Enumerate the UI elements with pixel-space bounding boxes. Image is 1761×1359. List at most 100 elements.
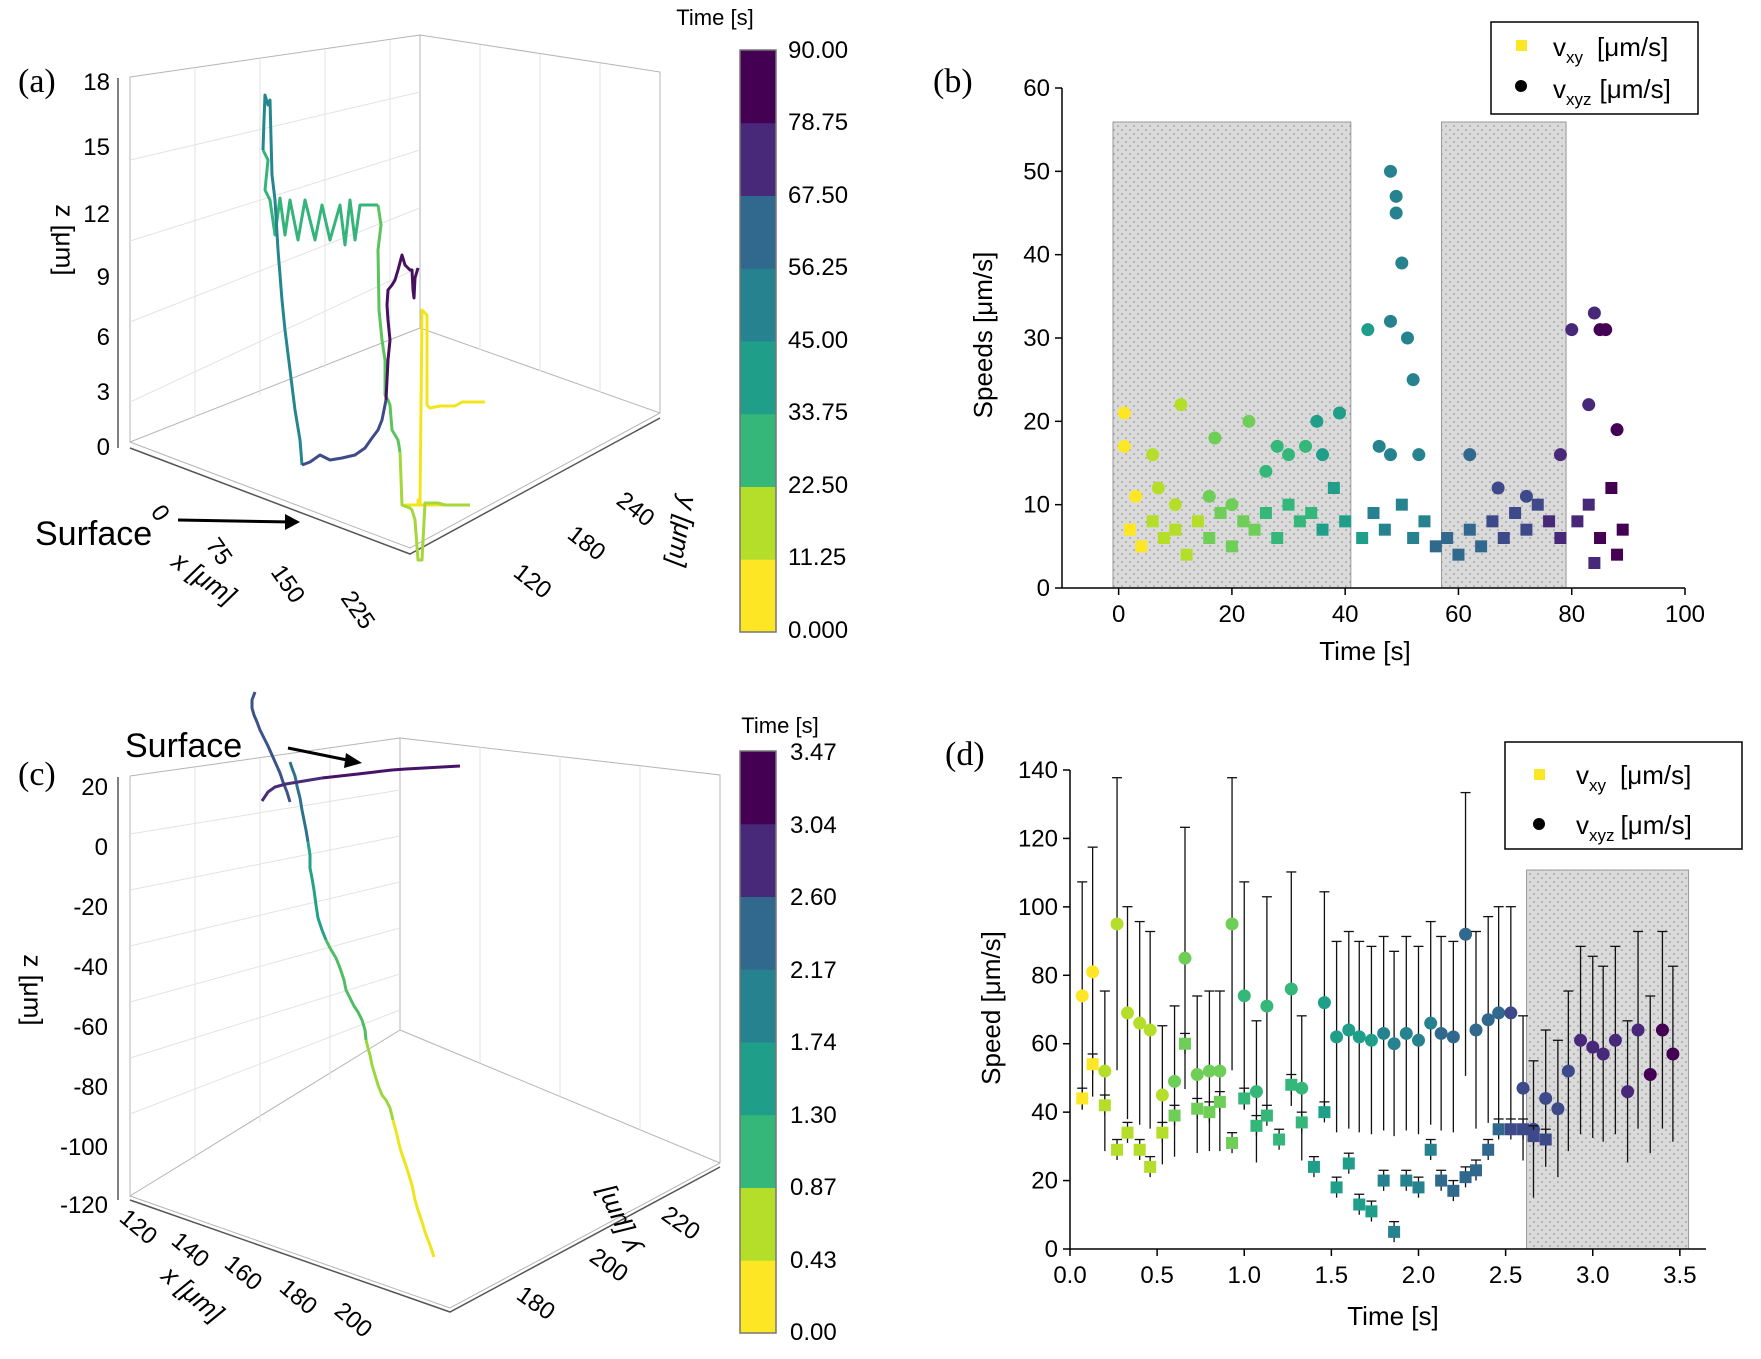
data-point-vxy — [1179, 1037, 1192, 1050]
data-point-vxy — [1098, 1099, 1111, 1112]
data-point-vxy — [1305, 507, 1318, 519]
data-point-vxyz — [1599, 323, 1613, 337]
x-tick-label: 1.5 — [1315, 1262, 1348, 1289]
data-point-vxyz — [1242, 414, 1256, 428]
y-tick-label: 50 — [1023, 158, 1050, 185]
data-point-vxyz — [1383, 314, 1397, 328]
data-point-vxyz — [1565, 323, 1579, 337]
x-tick-label: 100 — [1665, 601, 1705, 628]
panel-c-trajectory-upper — [250, 691, 292, 803]
data-point-vxyz — [1284, 982, 1298, 996]
colorbar-tick: 22.50 — [788, 472, 848, 499]
data-point-vxyz — [1299, 439, 1313, 453]
data-point-vxyz — [1586, 1040, 1600, 1054]
colorbar-tick: 78.75 — [788, 109, 848, 136]
colorbar-tick: 2.60 — [790, 884, 837, 911]
panel-c-x-ticks: 120 140 160 180 200 — [114, 1204, 377, 1343]
data-point-vxyz — [1121, 1006, 1135, 1020]
data-point-vxy — [1307, 1160, 1320, 1173]
tick-label: -20 — [73, 894, 108, 921]
data-point-vxy — [1365, 1205, 1378, 1218]
x-tick-label: 2.0 — [1402, 1262, 1435, 1289]
panel-d-plot: 0.0 0.5 1.0 1.5 2.0 2.5 3.0 3.5 0 20 40 60 80 100 120 1… — [1018, 757, 1706, 1289]
panel-c-surface-label: Surface — [125, 727, 242, 765]
data-point-vxy — [1429, 540, 1442, 553]
data-point-vxy — [1492, 1123, 1505, 1136]
y-tick-label: 0 — [1037, 575, 1050, 602]
legend-marker-vxy — [1534, 769, 1545, 780]
trajectory-segment — [306, 841, 328, 941]
colorbar-band — [740, 751, 776, 825]
colorbar-tick: 0.87 — [790, 1174, 837, 1201]
data-point-vxy — [1203, 532, 1216, 544]
data-point-vxyz — [1608, 1033, 1622, 1047]
data-point-vxy — [1144, 1160, 1157, 1173]
data-point-vxy — [1520, 523, 1533, 536]
tick-label: 18 — [83, 69, 110, 96]
data-point-vxyz — [1383, 164, 1397, 178]
data-point-vxyz — [1133, 1016, 1147, 1030]
data-point-vxyz — [1551, 1102, 1565, 1116]
panel-c-colorbar: Time [s] 3.47 3.04 2.60 2.17 1.74 1.30 0… — [739, 713, 837, 1346]
data-point-vxyz — [1168, 1074, 1182, 1088]
x-tick-label: 20 — [1219, 601, 1246, 628]
colorbar-band — [740, 341, 776, 415]
data-point-vxyz — [1387, 1037, 1401, 1051]
panel-b-plot: 0 20 40 60 80 100 0 10 20 30 40 50 60 — [1023, 75, 1705, 628]
data-point-vxy — [1238, 1092, 1251, 1105]
colorbar-band — [740, 969, 776, 1043]
data-point-vxyz — [1582, 398, 1596, 412]
tick-label: 15 — [83, 134, 110, 161]
tick-label: 160 — [219, 1250, 267, 1296]
colorbar-tick: 56.25 — [788, 254, 848, 281]
x-tick-label: 2.5 — [1489, 1262, 1522, 1289]
legend-marker-vxy — [1516, 40, 1527, 51]
colorbar-tick: 90.00 — [788, 37, 848, 64]
data-point-vxyz — [1631, 1023, 1645, 1037]
legend-unit: [μm/s] — [1600, 74, 1671, 104]
panel-a-colorbar: Time [s] 90.00 78.75 67.50 56.25 45.00 3… — [676, 5, 848, 644]
data-point-vxy — [1133, 1143, 1146, 1156]
data-point-vxy — [1318, 1106, 1331, 1119]
colorbar-tick: 11.25 — [788, 544, 846, 571]
y-tick-label: 0 — [1045, 1236, 1058, 1263]
data-point-vxyz — [1361, 323, 1375, 337]
data-point-vxy — [1517, 1123, 1530, 1136]
data-point-vxyz — [1492, 1006, 1506, 1020]
data-point-vxyz — [1249, 1085, 1263, 1099]
trajectory-segment — [261, 149, 378, 247]
colorbar-ticks: 90.00 78.75 67.50 56.25 45.00 33.75 22.5… — [788, 37, 848, 644]
data-point-vxy — [1135, 540, 1148, 553]
tick-label: 0 — [97, 434, 110, 461]
legend-marker-vxyz — [1515, 80, 1527, 92]
x-tick-label: 0.5 — [1140, 1262, 1173, 1289]
data-point-vxy — [1316, 523, 1329, 536]
tick-label: 180 — [562, 520, 610, 566]
data-point-vxy — [1203, 1106, 1216, 1119]
colorbar-title: Time [s] — [741, 713, 818, 738]
legend-sub: xy — [1589, 776, 1607, 795]
colorbar-bands — [740, 751, 776, 1334]
data-point-vxyz — [1610, 423, 1624, 437]
data-point-vxyz — [1143, 1023, 1157, 1037]
data-point-vxyz — [1434, 1026, 1448, 1040]
data-point-vxyz — [1666, 1047, 1680, 1061]
colorbar-band — [740, 1042, 776, 1116]
tick-label: 6 — [97, 324, 110, 351]
data-point-vxyz — [1383, 448, 1397, 462]
colorbar-band — [740, 413, 776, 487]
legend-unit: [μm/s] — [1620, 760, 1691, 790]
data-point-vxy — [1616, 523, 1629, 536]
data-point-vxy — [1395, 498, 1408, 511]
tick-label: -40 — [73, 954, 108, 981]
data-point-vxyz — [1174, 398, 1188, 412]
data-point-vxyz — [1389, 206, 1403, 220]
colorbar-tick: 1.30 — [790, 1102, 837, 1129]
data-point-vxy — [1259, 507, 1272, 519]
data-point-vxyz — [1342, 1023, 1356, 1037]
data-point-vxyz — [1155, 1088, 1169, 1102]
data-point-vxy — [1571, 515, 1584, 528]
data-point-vxyz — [1519, 489, 1533, 503]
data-point-vxyz — [1202, 1064, 1216, 1078]
y-tick-label: 40 — [1031, 1099, 1058, 1126]
